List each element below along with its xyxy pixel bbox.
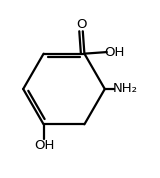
Text: NH₂: NH₂ bbox=[112, 82, 137, 96]
Text: OH: OH bbox=[34, 139, 55, 152]
Text: OH: OH bbox=[104, 46, 124, 59]
Text: O: O bbox=[76, 18, 86, 31]
